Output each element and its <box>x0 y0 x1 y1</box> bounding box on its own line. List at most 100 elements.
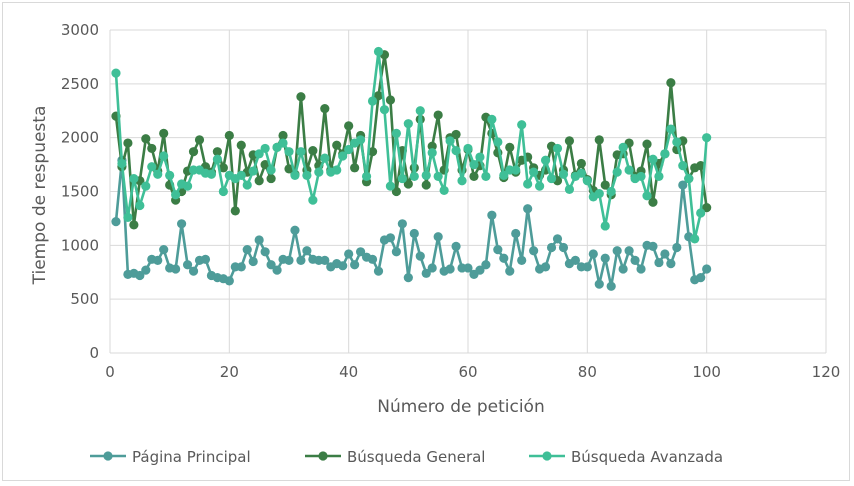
data-point <box>290 225 300 235</box>
data-point <box>254 235 264 245</box>
data-point <box>499 253 509 263</box>
data-point <box>117 158 127 169</box>
data-point <box>678 161 688 171</box>
data-point <box>171 264 181 274</box>
data-point <box>123 212 133 222</box>
chart-frame: 0 500 1000 1500 2000 2500 3000 0 20 40 60 80 100 120… <box>2 2 850 481</box>
data-point <box>373 46 384 57</box>
data-point <box>481 171 491 182</box>
data-point <box>332 140 342 150</box>
data-point <box>463 143 473 154</box>
data-point <box>123 138 133 148</box>
data-point <box>702 264 712 274</box>
data-point <box>612 246 622 256</box>
data-point <box>511 165 521 175</box>
data-point <box>672 242 682 253</box>
data-point <box>451 129 461 140</box>
data-point <box>546 242 557 253</box>
data-point <box>344 144 354 155</box>
data-point <box>367 254 378 264</box>
data-point <box>409 228 419 239</box>
data-point <box>594 279 604 289</box>
data-point <box>618 142 628 152</box>
data-point <box>475 265 485 275</box>
gridlines <box>109 29 827 354</box>
data-point <box>254 149 264 159</box>
data-point <box>314 167 324 177</box>
legend-item: Búsqueda Avanzada <box>529 448 723 466</box>
data-point <box>696 273 706 283</box>
data-point <box>606 186 616 197</box>
data-point <box>302 246 312 256</box>
data-point <box>564 184 575 194</box>
data-point <box>391 128 401 138</box>
data-point <box>445 136 455 146</box>
data-point <box>111 217 121 227</box>
data-point <box>356 247 366 257</box>
x-tick-label: 0 <box>105 363 115 381</box>
x-tick-label: 20 <box>220 363 239 381</box>
series-3 <box>111 46 712 244</box>
data-point <box>194 135 205 145</box>
data-point <box>224 130 234 141</box>
data-point <box>350 163 360 173</box>
data-point <box>129 220 139 230</box>
data-point <box>535 181 545 191</box>
series-1 <box>111 155 712 291</box>
x-axis-title: Número de petición <box>377 397 544 417</box>
data-point <box>505 266 515 276</box>
y-tick-label: 1000 <box>61 236 99 254</box>
data-point <box>397 219 407 229</box>
y-axis-title: Tiempo de respuesta <box>30 106 50 286</box>
x-tick-label: 100 <box>692 363 721 381</box>
data-point <box>218 186 228 197</box>
data-point <box>266 173 276 184</box>
series-layer <box>111 46 712 291</box>
data-point <box>648 197 658 207</box>
data-point <box>165 170 175 180</box>
data-point <box>141 134 151 144</box>
data-point <box>111 68 121 78</box>
data-point <box>540 155 551 165</box>
data-point <box>511 228 521 239</box>
data-point <box>678 180 688 190</box>
data-point <box>612 167 622 177</box>
legend-label: Búsqueda General <box>347 448 485 466</box>
data-point <box>523 179 533 189</box>
data-point <box>254 176 264 186</box>
data-point <box>606 281 616 291</box>
data-point <box>373 91 384 101</box>
x-tick-label: 80 <box>578 363 597 381</box>
data-point <box>177 219 187 229</box>
data-point <box>469 171 479 182</box>
data-point <box>159 245 169 255</box>
data-point <box>147 162 157 172</box>
data-point <box>391 247 401 257</box>
data-point <box>457 176 467 186</box>
data-point <box>284 147 294 157</box>
data-point <box>654 257 664 268</box>
data-point <box>332 165 342 175</box>
data-point <box>272 265 282 275</box>
y-tick-label: 2000 <box>61 129 99 147</box>
data-point <box>159 151 169 161</box>
data-point <box>397 173 407 184</box>
data-point <box>600 180 610 190</box>
data-point <box>415 251 425 261</box>
x-tick-labels: 0 20 40 60 80 100 120 <box>105 363 840 381</box>
y-tick-label: 500 <box>70 290 99 308</box>
data-point <box>248 166 258 176</box>
data-point <box>427 263 437 273</box>
data-point <box>421 170 431 180</box>
data-point <box>654 171 664 182</box>
data-point <box>141 265 151 275</box>
data-point <box>242 180 252 190</box>
data-point <box>433 232 443 242</box>
data-point <box>320 255 330 266</box>
line-chart: 0 500 1000 1500 2000 2500 3000 0 20 40 60 80 100 120… <box>30 21 840 466</box>
data-point <box>284 164 294 174</box>
data-point <box>666 78 676 88</box>
data-point <box>344 249 354 259</box>
data-point <box>236 262 246 272</box>
data-point <box>666 259 676 269</box>
